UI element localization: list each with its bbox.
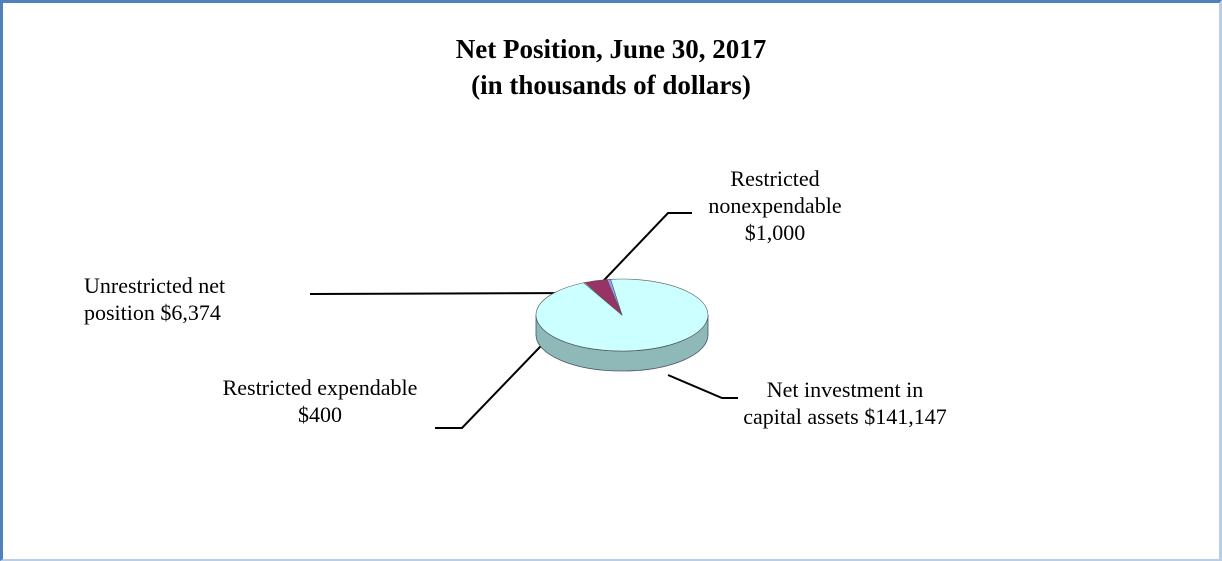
category-label: Net investment in capital assets xyxy=(743,377,924,429)
slice-label: Restricted nonexpendable $1,000 xyxy=(700,165,850,246)
chart-subtitle: (in thousands of dollars) xyxy=(471,70,751,100)
chart-title: Net Position, June 30, 2017 xyxy=(455,34,767,64)
slice-label: Unrestricted net position $6,374 xyxy=(84,272,299,326)
category-label: Restricted expendable xyxy=(222,375,418,400)
value-label: $6,374 xyxy=(160,300,221,325)
pie-slice xyxy=(584,279,623,316)
value-label: $1,000 xyxy=(744,220,806,245)
pie xyxy=(535,278,709,352)
category-label: Restricted nonexpendable xyxy=(708,166,842,218)
value-label: $141,147 xyxy=(864,404,947,429)
leader-line xyxy=(309,292,587,295)
slice-label: Restricted expendable $400 xyxy=(205,374,435,428)
slice-label: Net investment in capital assets $141,14… xyxy=(740,376,950,430)
value-label: $400 xyxy=(298,402,342,427)
leader-line xyxy=(667,374,738,399)
leader-line xyxy=(587,212,692,298)
category-label: Unrestricted net position xyxy=(84,273,226,325)
